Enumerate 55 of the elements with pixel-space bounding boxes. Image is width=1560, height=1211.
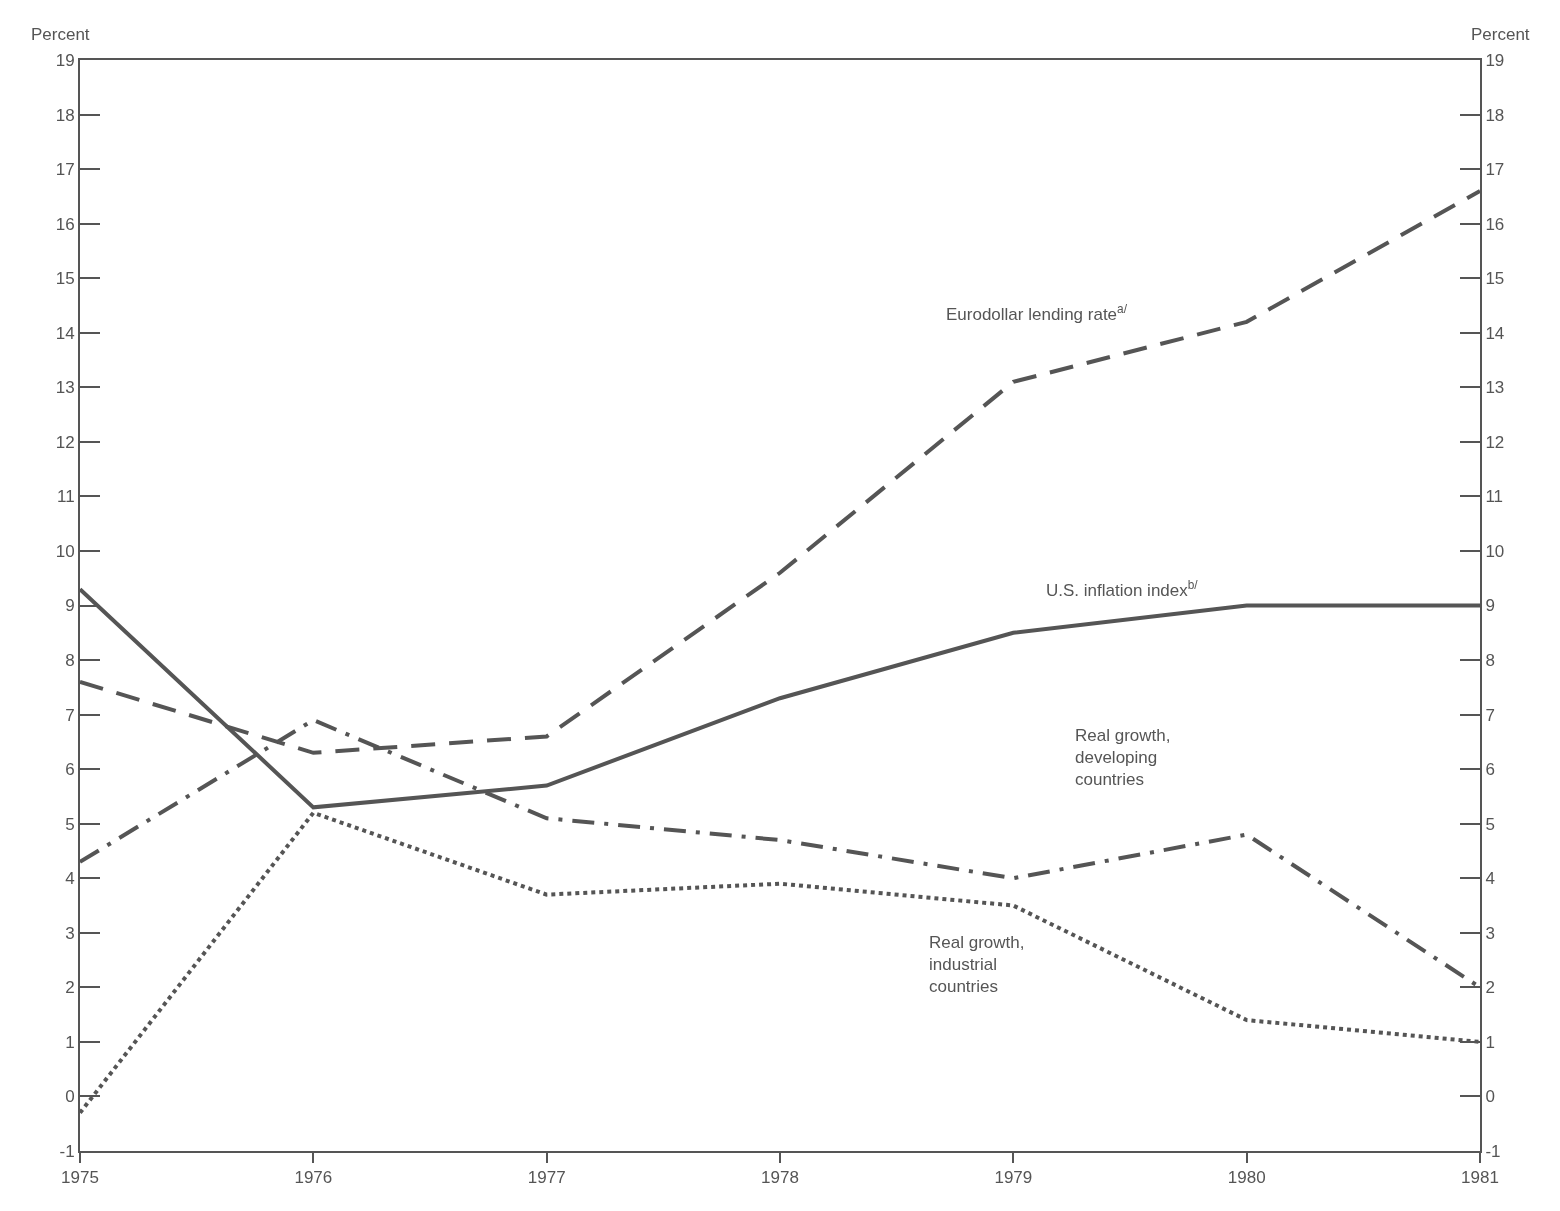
y-tick-label: 5 <box>65 814 75 834</box>
y-tick-label: 3 <box>65 923 75 943</box>
y-tick-label: 14 <box>55 323 75 343</box>
y2-tick-label: 8 <box>1485 651 1495 670</box>
y-tick-label: 0 <box>65 1087 75 1107</box>
y2-tick-label: 15 <box>1485 269 1505 289</box>
y2-tick-label: 7 <box>1485 705 1495 725</box>
x-tick-label: 1976 <box>294 1168 333 1188</box>
y-tick-label: 15 <box>55 269 75 289</box>
annotation: Real growth, developing countries <box>1075 726 1171 790</box>
y2-tick-label: 9 <box>1485 596 1495 616</box>
y-tick-label: 4 <box>65 869 75 889</box>
x-tick-label: 1977 <box>527 1168 566 1188</box>
y2-tick-label: 16 <box>1485 214 1505 234</box>
annotation: U.S. inflation index$^{b/}$ <box>1046 578 1199 601</box>
y2-tick-label: -1 <box>1485 1141 1501 1161</box>
y-tick-label: 11 <box>56 487 75 507</box>
y-tick-label: 13 <box>55 378 75 398</box>
y2-tick-label: 2 <box>1485 978 1495 998</box>
y2-tick-label: 17 <box>1485 160 1505 180</box>
x-tick-label: 1975 <box>61 1168 99 1188</box>
y-tick-label: 9 <box>65 596 75 616</box>
y2-tick-label: 3 <box>1485 923 1495 943</box>
y-tick-label: 10 <box>55 541 75 561</box>
y-tick-label: 18 <box>55 105 75 125</box>
y2-tick-label: 18 <box>1485 105 1505 125</box>
y-tick-label: 1 <box>65 1032 75 1052</box>
y2-tick-label: 19 <box>1485 50 1505 70</box>
y2-tick-label: 1 <box>1485 1032 1495 1052</box>
y-tick-label: -1 <box>59 1141 75 1161</box>
y-tick-label: 19 <box>55 50 75 70</box>
y2-tick-label: 11 <box>1485 487 1504 507</box>
y2-axis-title: Percent <box>1471 25 1530 44</box>
y-tick-label: 17 <box>55 160 75 180</box>
y2-tick-label: 5 <box>1485 814 1495 834</box>
y-tick-label: 16 <box>55 214 75 234</box>
y-tick-label: 2 <box>65 978 75 998</box>
y2-tick-label: 10 <box>1485 541 1505 561</box>
y2-tick-label: 0 <box>1485 1087 1495 1107</box>
annotation: Eurodollar lending rate$^{a/}$ <box>946 302 1128 325</box>
x-tick-label: 1980 <box>1227 1168 1266 1188</box>
x-tick-label: 1978 <box>761 1168 799 1188</box>
y2-tick-label: 13 <box>1485 378 1505 398</box>
y-tick-label: 6 <box>65 760 75 780</box>
x-tick-label: 1981 <box>1461 1168 1499 1188</box>
y-tick-label: 12 <box>55 432 75 452</box>
x-tick-label: 1979 <box>994 1168 1033 1188</box>
y2-tick-label: 14 <box>1485 323 1505 343</box>
annotation: Real growth, industrial countries <box>929 933 1025 997</box>
y2-tick-label: 4 <box>1485 869 1495 889</box>
y2-tick-label: 6 <box>1485 760 1495 780</box>
y2-tick-label: 12 <box>1485 432 1505 452</box>
y-axis-title: Percent <box>31 25 90 44</box>
y-tick-label: 7 <box>65 705 75 725</box>
y-tick-label: 8 <box>65 651 75 670</box>
